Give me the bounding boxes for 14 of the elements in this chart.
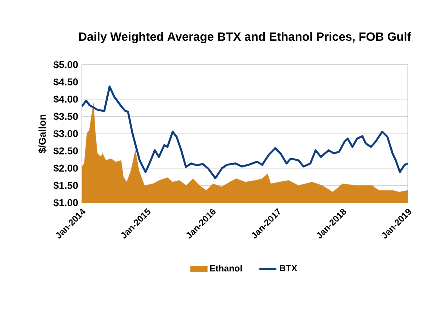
y-tick-label: $3.50	[54, 112, 78, 121]
y-tick-label: $3.00	[54, 130, 78, 138]
chart-title: Daily Weighted Average BTX and Ethanol Prices, FOB Gulf	[79, 32, 412, 44]
y-tick-label: $5.00	[54, 60, 78, 70]
y-tick-label: $2.00	[54, 164, 78, 173]
y-tick-label: $1.50	[54, 182, 78, 190]
y-tick-label: $2.50	[54, 147, 78, 156]
legend-label: Ethanol	[210, 265, 242, 272]
y-tick-label: $4.00	[54, 95, 78, 104]
line-series	[82, 86, 408, 180]
y-tick-label: $4.50	[54, 78, 78, 86]
y-tick-label: $1.00	[54, 198, 78, 208]
y-axis-title: $/Gallon	[38, 114, 47, 154]
legend-label: BTX	[280, 265, 298, 272]
